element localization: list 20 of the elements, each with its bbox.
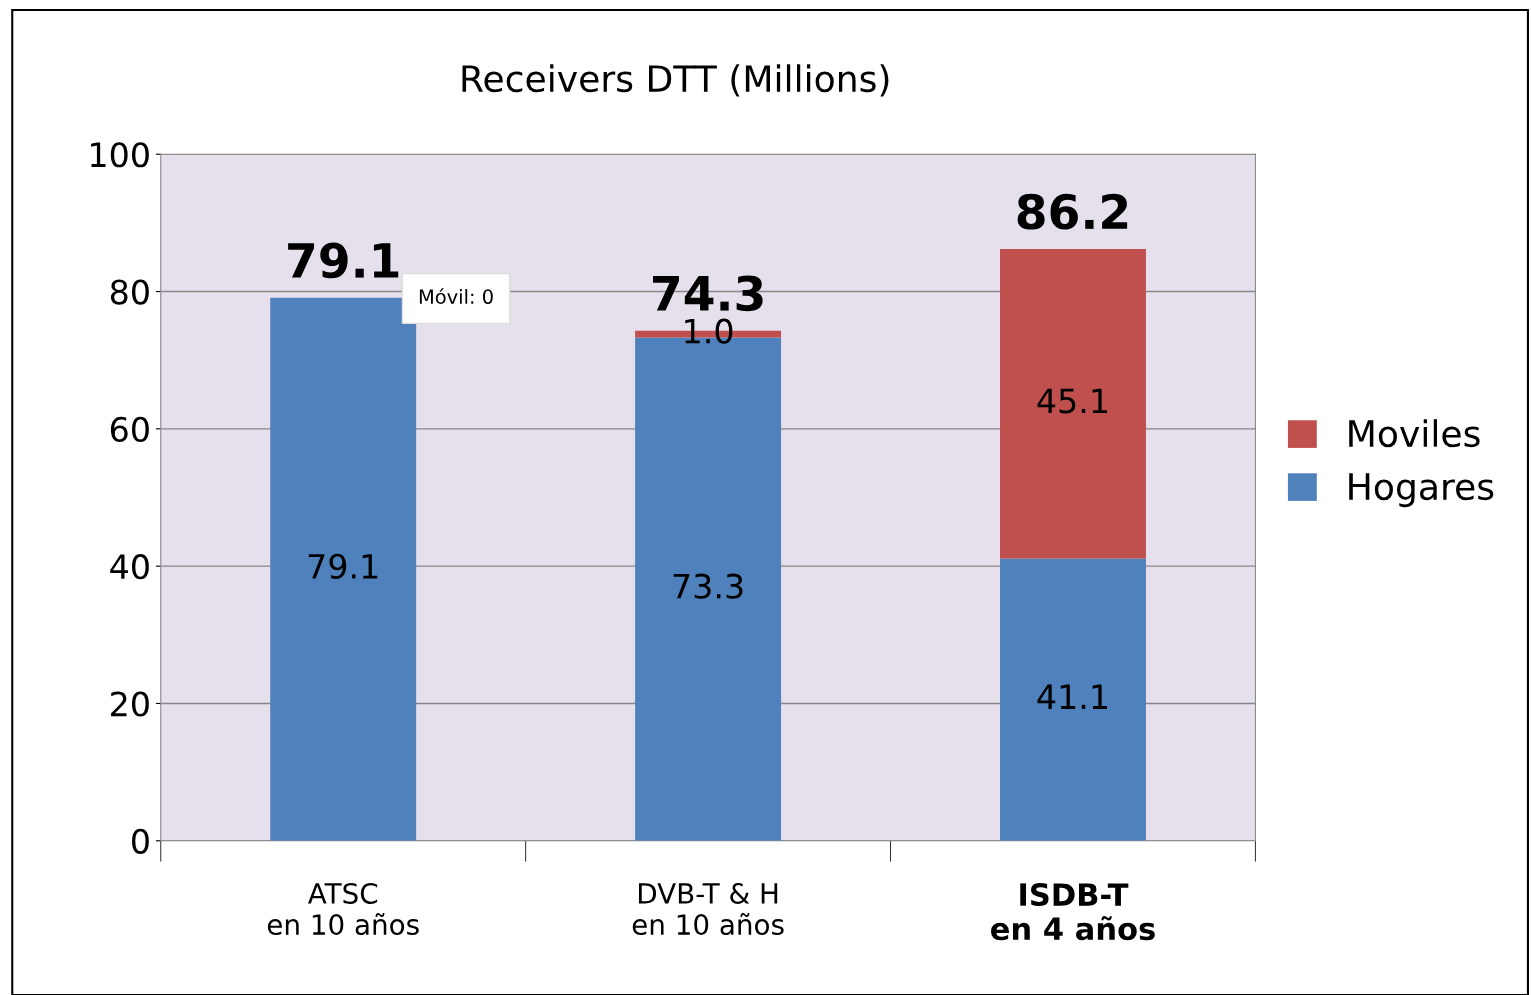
- y-tick-label: 100: [91, 142, 149, 168]
- x-tick-label: DVB-T & H en 10 años: [632, 882, 784, 936]
- y-tick-label: 80: [110, 279, 149, 305]
- y-tick-label: 0: [132, 828, 149, 854]
- data-label: 79.1: [308, 553, 378, 579]
- total-label: 79.1: [288, 242, 399, 279]
- legend-label: Moviles: [1349, 419, 1480, 448]
- legend-label: Hogares: [1349, 473, 1494, 508]
- y-tick-label: 40: [110, 554, 149, 580]
- total-label: 86.2: [1017, 193, 1128, 230]
- chart-title: Receivers DTT (Millions): [462, 64, 889, 97]
- y-tick-label: 20: [111, 691, 149, 717]
- x-tick-label: ISDB-T en 4 años: [991, 882, 1155, 941]
- data-label: 41.1: [1037, 684, 1108, 709]
- y-tick-label: 60: [110, 416, 149, 442]
- annotation: Móvil: 0: [419, 288, 493, 305]
- x-tick-label: ATSC en 10 años: [267, 882, 419, 936]
- data-label: 45.1: [1037, 388, 1108, 414]
- data-label: 73.3: [673, 573, 743, 599]
- total-label: 74.3: [652, 275, 763, 312]
